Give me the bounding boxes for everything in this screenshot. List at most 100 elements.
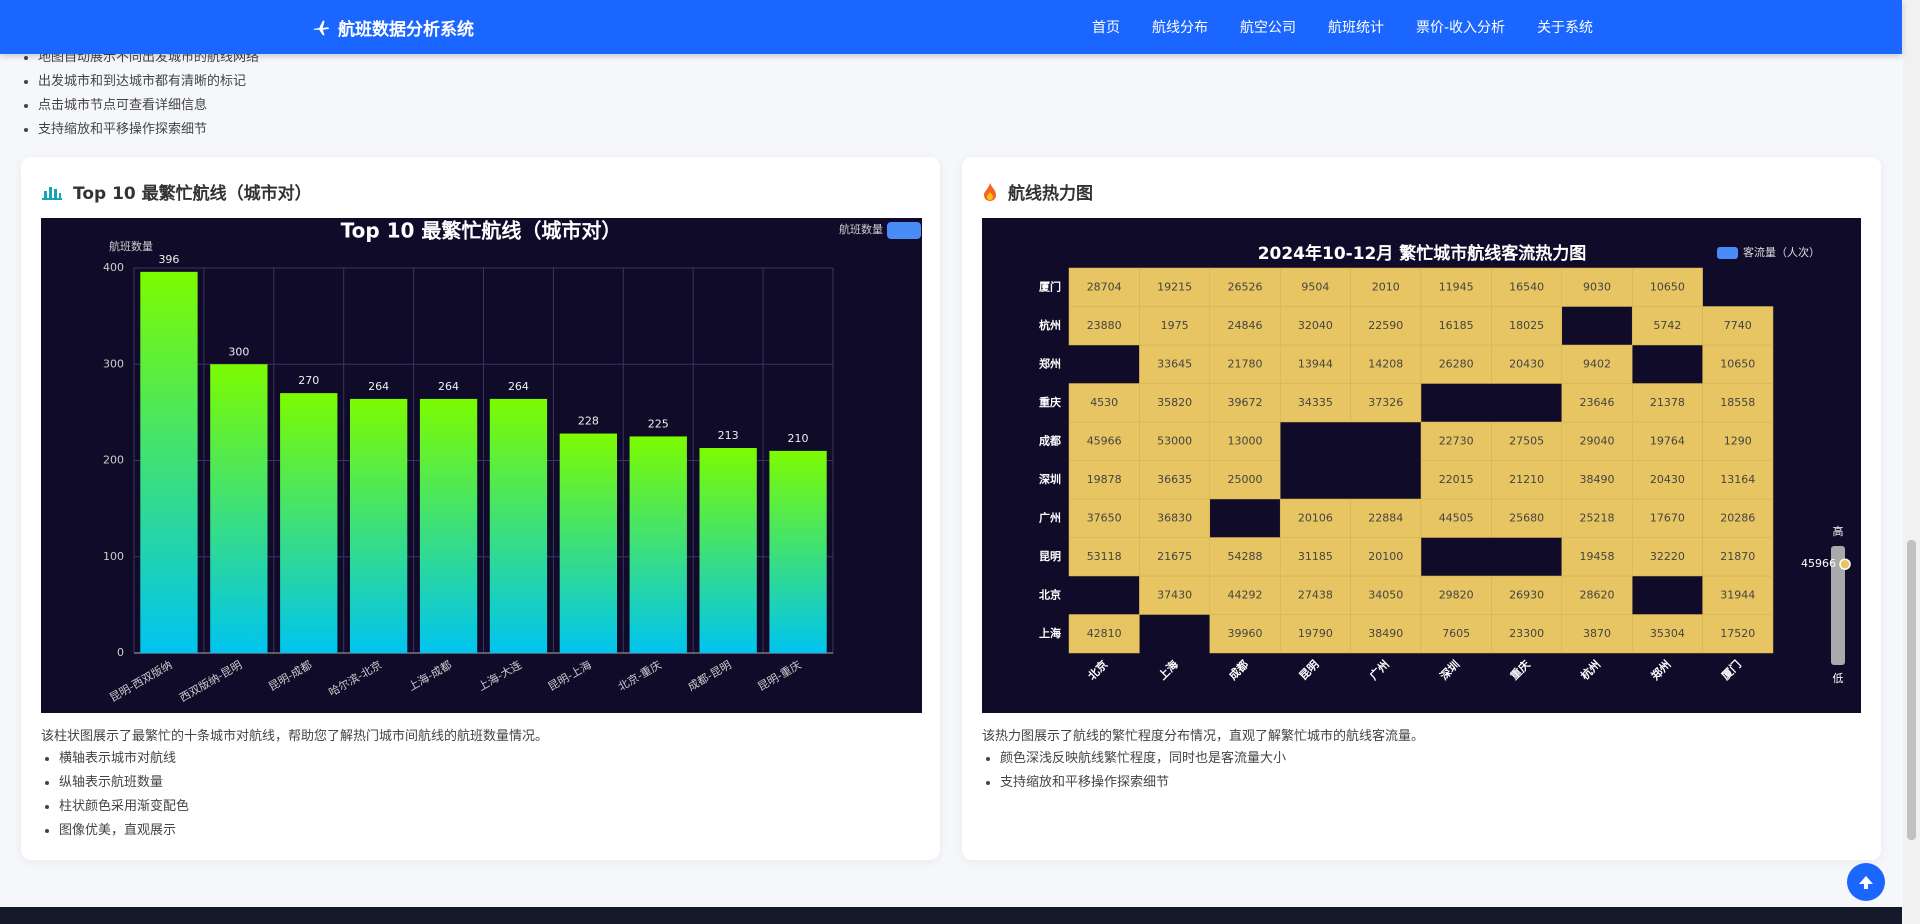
heat-cell — [1279, 575, 1351, 615]
cell-label: 22590 — [1368, 319, 1403, 332]
fire-icon — [984, 182, 996, 201]
heat-cell — [1068, 267, 1140, 307]
cell-label: 21210 — [1509, 473, 1544, 486]
heat-cell — [1209, 537, 1281, 577]
cell-label: 5742 — [1653, 319, 1681, 332]
nav-link[interactable]: 票价-收入分析 — [1416, 20, 1506, 36]
heat-cell — [1631, 614, 1703, 654]
heat-cell — [1350, 498, 1422, 538]
cell-label: 19458 — [1580, 550, 1615, 563]
heat-cell — [1631, 460, 1703, 500]
cell-label: 26280 — [1439, 357, 1474, 370]
heat-cell — [1702, 306, 1774, 346]
card-title: 航线热力图 — [982, 179, 1093, 204]
cell-label: 20100 — [1368, 550, 1403, 563]
legend-label: 航班数量 — [839, 222, 883, 236]
y-tick-label: 200 — [103, 454, 124, 467]
nav-link[interactable]: 航空公司 — [1240, 20, 1296, 36]
cell-label: 22884 — [1368, 511, 1403, 524]
y-tick-label: 0 — [117, 646, 124, 659]
cell-label: 26526 — [1228, 280, 1263, 293]
chart-title: Top 10 最繁忙航线（城市对） — [341, 219, 622, 243]
y-tick-label: 100 — [103, 550, 124, 563]
cell-label: 23646 — [1580, 396, 1615, 409]
nav-link[interactable]: 航班统计 — [1328, 20, 1384, 36]
cell-label: 1975 — [1161, 319, 1189, 332]
cell-label: 28704 — [1087, 280, 1122, 293]
heat-cell — [1209, 383, 1281, 423]
cell-label: 17520 — [1720, 627, 1755, 640]
card-bullets: 横轴表示城市对航线纵轴表示航班数量柱状颜色采用渐变配色图像优美，直观展示 — [41, 747, 189, 843]
heat-cell — [1561, 267, 1633, 307]
data-label: 264 — [368, 380, 389, 393]
nav-link[interactable]: 首页 — [1092, 20, 1120, 36]
cell-label: 45966 — [1087, 434, 1122, 447]
heat-cell — [1561, 537, 1633, 577]
chart-icon — [42, 186, 62, 200]
cell-label: 4530 — [1090, 396, 1118, 409]
heat-cell — [1420, 460, 1492, 500]
heat-cell — [1702, 537, 1774, 577]
cell-label: 27438 — [1298, 588, 1333, 601]
visualmap-low: 低 — [1833, 672, 1844, 685]
bar-chart: Top 10 最繁忙航线（城市对）航班数量航班数量010020030040039… — [41, 218, 922, 713]
heat-cell — [1702, 575, 1774, 615]
heat-cell — [1561, 614, 1633, 654]
back-to-top[interactable] — [1846, 862, 1886, 902]
heat-cell — [1561, 498, 1633, 538]
cell-label: 25218 — [1580, 511, 1615, 524]
nav-link[interactable]: 航线分布 — [1152, 20, 1208, 36]
heat-cell — [1702, 460, 1774, 500]
cell-label: 31944 — [1720, 588, 1755, 601]
nav-link[interactable]: 关于系统 — [1537, 20, 1594, 36]
bar — [349, 398, 408, 653]
heat-cell — [1561, 421, 1633, 461]
brand[interactable]: 航班数据分析系统 — [312, 15, 474, 40]
heat-cell — [1209, 306, 1281, 346]
heat-cell — [1350, 537, 1422, 577]
cell-label: 3870 — [1583, 627, 1611, 640]
bar — [699, 447, 757, 653]
data-label: 210 — [788, 432, 809, 445]
heat-cell — [1139, 460, 1211, 500]
heat-cell — [1139, 498, 1211, 538]
heat-cell — [1068, 306, 1140, 346]
cell-label: 13000 — [1228, 434, 1263, 447]
heat-cell — [1350, 575, 1422, 615]
card-bullets: 颜色深浅反映航线繁忙程度，同时也是客流量大小支持缩放和平移操作探索细节 — [982, 747, 1286, 795]
visualmap-bar — [1831, 546, 1845, 665]
cell-label: 7605 — [1442, 627, 1470, 640]
legend-swatch — [887, 222, 921, 239]
cell-label: 2010 — [1372, 280, 1400, 293]
heat-cell — [1631, 267, 1703, 307]
scrollbar-thumb[interactable] — [1907, 540, 1916, 840]
cell-label: 18558 — [1720, 396, 1755, 409]
cell-label: 24846 — [1228, 319, 1263, 332]
bullet: 纵轴表示航班数量 — [59, 771, 189, 795]
cell-label: 16185 — [1439, 319, 1474, 332]
heat-cell — [1702, 344, 1774, 384]
cell-label: 29040 — [1580, 434, 1615, 447]
cell-label: 7740 — [1724, 319, 1752, 332]
bar — [489, 398, 548, 653]
heat-cell — [1139, 267, 1211, 307]
cell-label: 21780 — [1228, 357, 1263, 370]
y-tick-label: 深圳 — [1039, 472, 1061, 486]
y-tick-label: 北京 — [1039, 587, 1061, 601]
y-tick-label: 广州 — [1039, 510, 1061, 524]
data-label: 270 — [298, 374, 319, 387]
cell-label: 35304 — [1650, 627, 1685, 640]
cell-label: 22015 — [1439, 473, 1474, 486]
bar — [559, 433, 618, 653]
heat-cell — [1068, 460, 1140, 500]
cell-label: 28620 — [1580, 588, 1615, 601]
cell-label: 23880 — [1087, 319, 1122, 332]
cell-label: 27505 — [1509, 434, 1544, 447]
card-title-text: Top 10 最繁忙航线（城市对） — [73, 184, 312, 204]
cell-label: 16540 — [1509, 280, 1544, 293]
chart-title: 2024年10-12月 繁忙城市航线客流热力图 — [1258, 243, 1587, 264]
intro-item: 出发城市和到达城市都有清晰的标记 — [38, 70, 259, 94]
cell-label: 36635 — [1157, 473, 1192, 486]
heat-cell — [1420, 421, 1492, 461]
